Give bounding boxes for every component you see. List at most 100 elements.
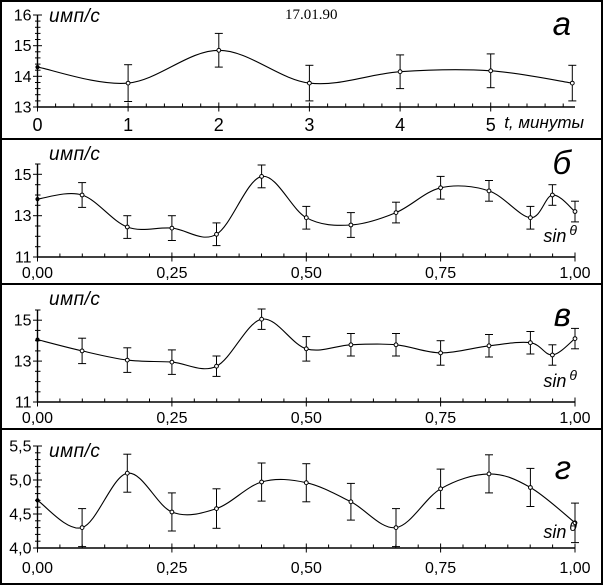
data-point-marker — [393, 342, 399, 348]
y-axis-label: имп/с — [49, 441, 101, 462]
x-tick-label: 0,50 — [291, 560, 322, 577]
data-point-marker — [550, 352, 555, 358]
error-bars — [124, 32, 577, 102]
y-axis-label: имп/с — [49, 144, 101, 165]
x-axis-label: sin θ — [543, 367, 577, 392]
x-tick-label: 1,00 — [559, 560, 590, 577]
x-tick-label: 0,25 — [156, 410, 187, 427]
data-point-marker — [438, 350, 444, 356]
data-point-marker — [79, 525, 85, 530]
x-axis-label-text: sin — [543, 522, 567, 542]
data-point-marker — [125, 80, 131, 86]
x-tick-label: 0,00 — [22, 265, 53, 282]
data-point-marker — [438, 486, 444, 492]
chart-canvas-b: 11 13 15 0,00 0,25 0,50 0,75 1,00 — [14, 163, 591, 282]
panel-letter: г — [554, 449, 571, 486]
x-tick-label: 0,25 — [156, 265, 187, 282]
data-point-marker — [348, 342, 354, 348]
y-tick-label: 13 — [14, 208, 32, 225]
x-tick-label: 1,00 — [559, 410, 590, 427]
data-point-marker — [259, 479, 265, 485]
data-point-marker — [438, 185, 444, 191]
x-tick-label: 5 — [486, 115, 496, 135]
y-tick-label: 11 — [15, 395, 32, 412]
panel-letter: в — [553, 296, 571, 333]
data-point-marker — [124, 357, 130, 363]
y-tick-label: 4,5 — [9, 507, 31, 524]
theta-symbol: θ — [569, 367, 577, 383]
axis-lines — [36, 15, 575, 108]
y-tick-label: 5,0 — [9, 473, 31, 490]
data-point-marker — [259, 174, 265, 179]
tick-labels: 11 13 15 0,00 0,25 0,50 0,75 1,00 — [14, 167, 591, 282]
x-tick-label: 0,75 — [425, 410, 456, 427]
data-point-marker — [35, 498, 40, 503]
y-axis-label: имп/с — [49, 289, 101, 310]
data-points — [35, 174, 578, 237]
data-point-marker — [35, 197, 40, 202]
data-point-marker — [486, 188, 492, 194]
x-tick-label: 0,75 — [425, 265, 456, 282]
data-point-marker — [303, 215, 309, 221]
data-point-marker — [35, 65, 40, 70]
data-point-marker — [397, 69, 403, 75]
data-point-marker — [307, 80, 312, 86]
data-point-marker — [214, 506, 219, 511]
x-axis-label: sin θ — [543, 222, 577, 247]
x-axis-label-text: t, минуты — [504, 113, 584, 132]
data-point-marker — [169, 509, 175, 515]
panel-a: 13 14 15 16 0 1 2 3 4 5 имп/с 17.01.90 а t, минут… — [2, 2, 601, 138]
data-point-marker — [214, 231, 219, 237]
panel-b: 11 13 15 0,00 0,25 0,50 0,75 1,00 имп/с б sin θ — [2, 138, 601, 283]
x-tick-label: 0,75 — [425, 560, 456, 577]
panel-v: 11 13 15 0,00 0,25 0,50 0,75 1,00 имп/с в sin θ — [2, 283, 601, 428]
x-tick-label: 3 — [304, 115, 314, 135]
data-point-marker — [348, 222, 354, 228]
tick-labels: 4,0 4,5 5,0 5,5 0,00 0,25 0,50 0,75 1,00 — [9, 439, 590, 578]
data-point-marker — [486, 343, 492, 349]
data-point-marker — [486, 471, 492, 477]
x-tick-label: 4 — [395, 115, 405, 135]
data-point-marker — [124, 470, 130, 476]
y-tick-label: 16 — [14, 8, 32, 25]
y-tick-label: 14 — [14, 69, 32, 86]
data-point-marker — [528, 485, 533, 490]
tick-labels: 11 13 15 0,00 0,25 0,50 0,75 1,00 — [14, 313, 591, 427]
y-tick-label: 5,5 — [9, 439, 31, 456]
x-tick-label: 0,50 — [291, 410, 322, 427]
data-points — [35, 470, 578, 530]
y-tick-label: 13 — [14, 354, 32, 371]
chart-canvas-v: 11 13 15 0,00 0,25 0,50 0,75 1,00 — [14, 308, 591, 427]
x-tick-label: 0,00 — [22, 560, 53, 577]
data-point-marker — [169, 225, 175, 231]
data-point-marker — [393, 210, 399, 215]
data-curve — [37, 175, 576, 238]
data-points — [35, 316, 578, 369]
x-tick-label: 0,00 — [22, 410, 53, 427]
y-tick-label: 13 — [14, 100, 32, 117]
data-point-marker — [572, 209, 578, 214]
panel-letter: б — [552, 144, 571, 181]
data-point-marker — [169, 359, 175, 365]
chart-canvas-a: 13 14 15 16 0 1 2 3 4 5 — [14, 8, 577, 136]
data-point-marker — [214, 363, 219, 369]
ticks — [33, 445, 576, 553]
data-point-marker — [488, 68, 494, 74]
y-tick-label: 15 — [14, 167, 32, 184]
x-tick-label: 1,00 — [559, 265, 590, 282]
panel-letter: а — [552, 5, 571, 42]
data-curve — [37, 49, 573, 85]
x-axis-label: t, минуты — [504, 113, 587, 133]
data-curve — [37, 318, 576, 370]
y-tick-label: 11 — [15, 250, 32, 267]
data-point-marker — [124, 224, 130, 230]
data-point-marker — [216, 47, 222, 53]
data-point-marker — [303, 480, 309, 486]
tick-labels: 13 14 15 16 0 1 2 3 4 5 — [14, 8, 496, 136]
error-bars — [78, 308, 579, 377]
data-point-marker — [393, 525, 399, 530]
data-point-marker — [79, 348, 85, 354]
data-point-marker — [348, 499, 354, 505]
y-tick-label: 15 — [14, 38, 32, 55]
